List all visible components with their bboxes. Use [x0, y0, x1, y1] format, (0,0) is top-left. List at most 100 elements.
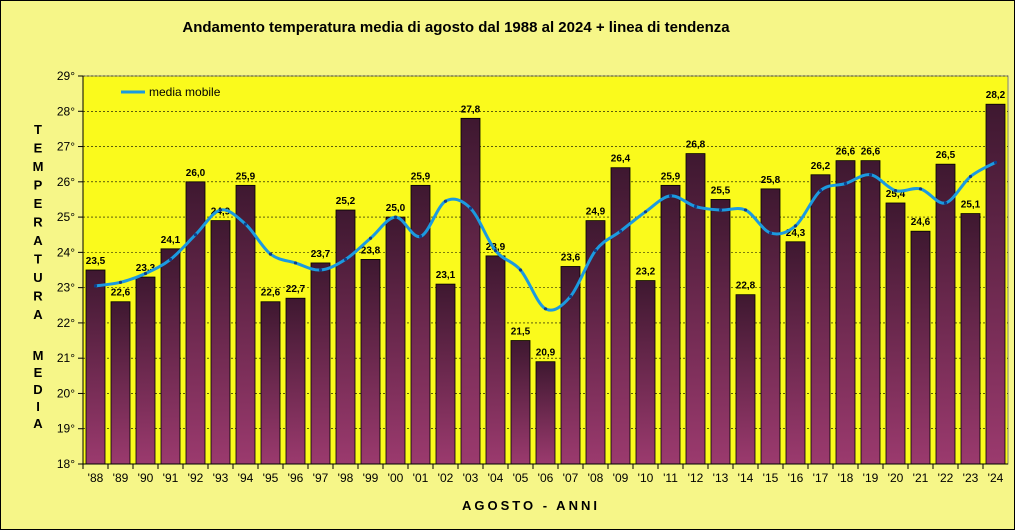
bar: [685, 153, 706, 465]
bar: [310, 262, 331, 465]
moving-average-point: [418, 234, 423, 239]
moving-average-point: [543, 307, 548, 311]
x-tick-label: '07: [563, 471, 579, 485]
x-tick-label: '03: [463, 471, 479, 485]
x-tick-label: '94: [238, 471, 254, 485]
x-tick-label: '17: [813, 471, 829, 485]
bar-value-label: 22,6: [111, 288, 131, 299]
bar-labels: 23,5 22,6 23,3 24,1 26,0 24,9 25,9 22,6 22,7 23,7…: [86, 90, 1006, 358]
y-tick-label: 20°: [57, 386, 75, 400]
moving-average-point: [368, 236, 373, 240]
y-axis-title-letter: T: [34, 252, 42, 267]
moving-average-point: [343, 257, 348, 262]
x-tick-label: '05: [513, 471, 529, 485]
bar-value-label: 22,6: [261, 288, 281, 299]
y-axis-title-letter: M: [33, 348, 44, 363]
x-tick-label: '20: [888, 471, 904, 485]
moving-average-point: [218, 208, 223, 212]
y-tick-label: 26°: [57, 175, 75, 189]
x-tick-label: '12: [688, 471, 704, 485]
y-axis-title-letter: A: [33, 233, 43, 248]
bar: [885, 202, 906, 465]
moving-average-point: [518, 268, 523, 272]
moving-average-point: [318, 268, 323, 272]
x-tick-label: '95: [263, 471, 279, 485]
bar-value-label: 22,7: [286, 284, 306, 295]
y-tick-label: 22°: [57, 316, 75, 330]
x-tick-label: '91: [163, 471, 179, 485]
moving-average-point: [193, 233, 198, 237]
bar-value-label: 26,6: [861, 147, 881, 158]
y-tick-label: 23°: [57, 281, 75, 295]
legend: media mobile: [121, 85, 221, 99]
bar-value-label: 26,8: [686, 140, 706, 151]
y-tick-label: 18°: [57, 457, 75, 471]
x-tick-label: '23: [963, 471, 979, 485]
bar-value-label: 28,2: [986, 90, 1006, 101]
bar-value-label: 20,9: [536, 348, 556, 359]
y-axis-title-letter: P: [34, 178, 43, 193]
moving-average-point: [818, 189, 823, 193]
x-tick-label: '90: [138, 471, 154, 485]
bar-value-label: 24,6: [911, 217, 931, 228]
x-tick-label: '93: [213, 471, 229, 485]
chart-title: Andamento temperatura media di agosto da…: [182, 19, 730, 36]
y-tick-label: 27°: [57, 140, 75, 154]
y-tick-label: 28°: [57, 104, 75, 118]
moving-average-point: [693, 204, 698, 209]
x-tick-label: '00: [388, 471, 404, 485]
x-tick-label: '11: [663, 471, 678, 485]
y-axis-title-letter: E: [34, 196, 43, 211]
bar-value-label: 27,8: [461, 104, 481, 115]
bar-value-label: 25,4: [886, 189, 906, 200]
moving-average-point: [718, 208, 723, 212]
moving-average-point: [393, 215, 398, 219]
bar-value-label: 23,6: [561, 252, 581, 263]
x-tick-label: '99: [363, 471, 379, 485]
x-tick-label: '15: [763, 471, 779, 485]
moving-average-point: [293, 261, 298, 265]
bar: [185, 181, 206, 465]
moving-average-point: [943, 201, 948, 205]
bar: [160, 248, 181, 465]
bar: [860, 160, 881, 465]
bar: [585, 220, 606, 465]
y-tick-label: 24°: [57, 245, 75, 259]
bars: [85, 103, 1006, 465]
y-axis-title-letter: R: [33, 289, 43, 304]
bar: [510, 340, 531, 465]
x-tick-label: '13: [713, 471, 729, 485]
bar-value-label: 26,2: [811, 161, 831, 172]
y-tick-label: 29°: [57, 69, 75, 83]
bar-value-label: 26,5: [936, 150, 956, 161]
bar: [660, 184, 681, 465]
moving-average-point: [793, 224, 798, 228]
y-axis-ticks: 18° 19° 20° 21° 22° 23° 24° 25° 26° 27° 28° 29°: [57, 69, 1008, 471]
moving-average-point: [668, 194, 673, 198]
bar: [210, 220, 231, 465]
bar: [985, 103, 1006, 465]
moving-average-point: [243, 222, 248, 226]
bar-value-label: 23,3: [136, 263, 156, 274]
bar: [535, 361, 556, 465]
moving-average-point: [993, 160, 998, 165]
bar: [610, 167, 631, 465]
bar-value-label: 23,1: [436, 270, 456, 281]
moving-average-layer: [93, 160, 998, 312]
legend-label: media mobile: [149, 85, 221, 99]
bar-value-label: 22,8: [736, 281, 756, 292]
bar: [710, 199, 731, 465]
y-axis-title-letter: I: [36, 399, 40, 414]
y-tick-label: 21°: [57, 351, 75, 365]
y-axis-title-letter: M: [33, 159, 44, 174]
moving-average-point: [568, 294, 573, 299]
bar: [135, 276, 156, 465]
bar-value-label: 24,3: [786, 228, 806, 239]
y-tick-label: 19°: [57, 422, 75, 436]
moving-average-point: [118, 280, 123, 284]
moving-average-point: [868, 173, 873, 177]
bar-value-label: 24,1: [161, 235, 181, 246]
bar: [735, 294, 756, 465]
